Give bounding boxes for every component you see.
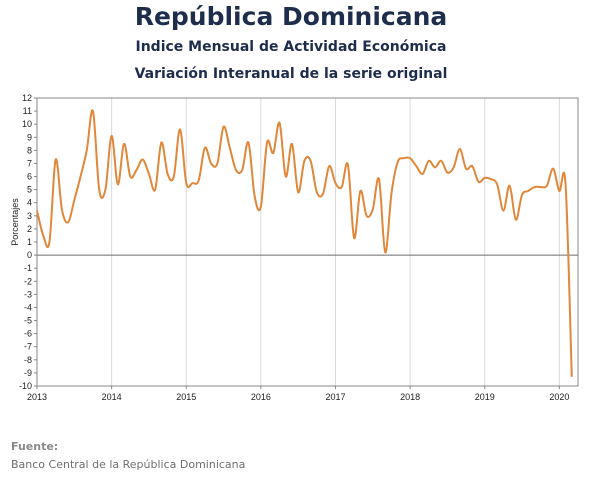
y-tick-label: -7: [24, 342, 32, 352]
y-tick-label: 7: [27, 158, 32, 168]
y-tick-label: -8: [24, 355, 32, 365]
plot-frame: [36, 97, 579, 387]
grid-layer: [36, 98, 560, 386]
y-tick-label: 6: [27, 172, 32, 182]
y-tick-label: -10: [19, 381, 32, 391]
y-tick-label: -5: [24, 316, 32, 326]
y-tick-label: 3: [27, 211, 32, 221]
y-tick-label: 11: [23, 106, 32, 116]
source-label: Fuente:: [11, 440, 59, 453]
y-tick-label: 4: [27, 198, 32, 208]
x-tick-label: 2019: [475, 392, 495, 402]
y-tick-label: 0: [27, 250, 32, 260]
x-tick-label: 2018: [400, 392, 420, 402]
label-layer: 1211109876543210-1-2-3-4-5-6-7-8-9-10201…: [10, 93, 569, 402]
x-tick-label: 2016: [251, 392, 271, 402]
source-text: Banco Central de la República Dominicana: [11, 458, 246, 471]
x-tick-label: 2013: [27, 392, 47, 402]
x-tick-label: 2020: [549, 392, 569, 402]
y-tick-label: -2: [24, 276, 32, 286]
x-tick-label: 2017: [325, 392, 345, 402]
y-tick-label: -1: [24, 263, 32, 273]
y-tick-label: 9: [27, 132, 32, 142]
chart-subtitle: Indice Mensual de Actividad Económica: [135, 39, 447, 55]
y-tick-label: -9: [24, 368, 32, 378]
chart-subtitle-2: Variación Interanual de la serie origina…: [134, 66, 448, 82]
axis-layer: [34, 97, 579, 389]
series-line: [36, 109, 573, 377]
chart-title: República Dominicana: [134, 2, 448, 31]
x-tick-label: 2014: [102, 392, 122, 402]
y-tick-label: -6: [24, 329, 32, 339]
y-tick-label: 10: [22, 119, 32, 129]
y-tick-label: 1: [27, 237, 32, 247]
y-tick-label: 8: [27, 145, 32, 155]
y-tick-label: -3: [24, 289, 32, 299]
y-axis-label: Porcentajes: [10, 198, 20, 246]
x-tick-label: 2015: [176, 392, 196, 402]
line-chart: 1211109876543210-1-2-3-4-5-6-7-8-9-10201…: [10, 93, 579, 402]
y-tick-label: 5: [27, 185, 32, 195]
y-tick-label: 2: [27, 224, 32, 234]
y-tick-label: 12: [22, 93, 32, 103]
y-tick-label: -4: [24, 302, 32, 312]
series-layer: [36, 109, 573, 377]
